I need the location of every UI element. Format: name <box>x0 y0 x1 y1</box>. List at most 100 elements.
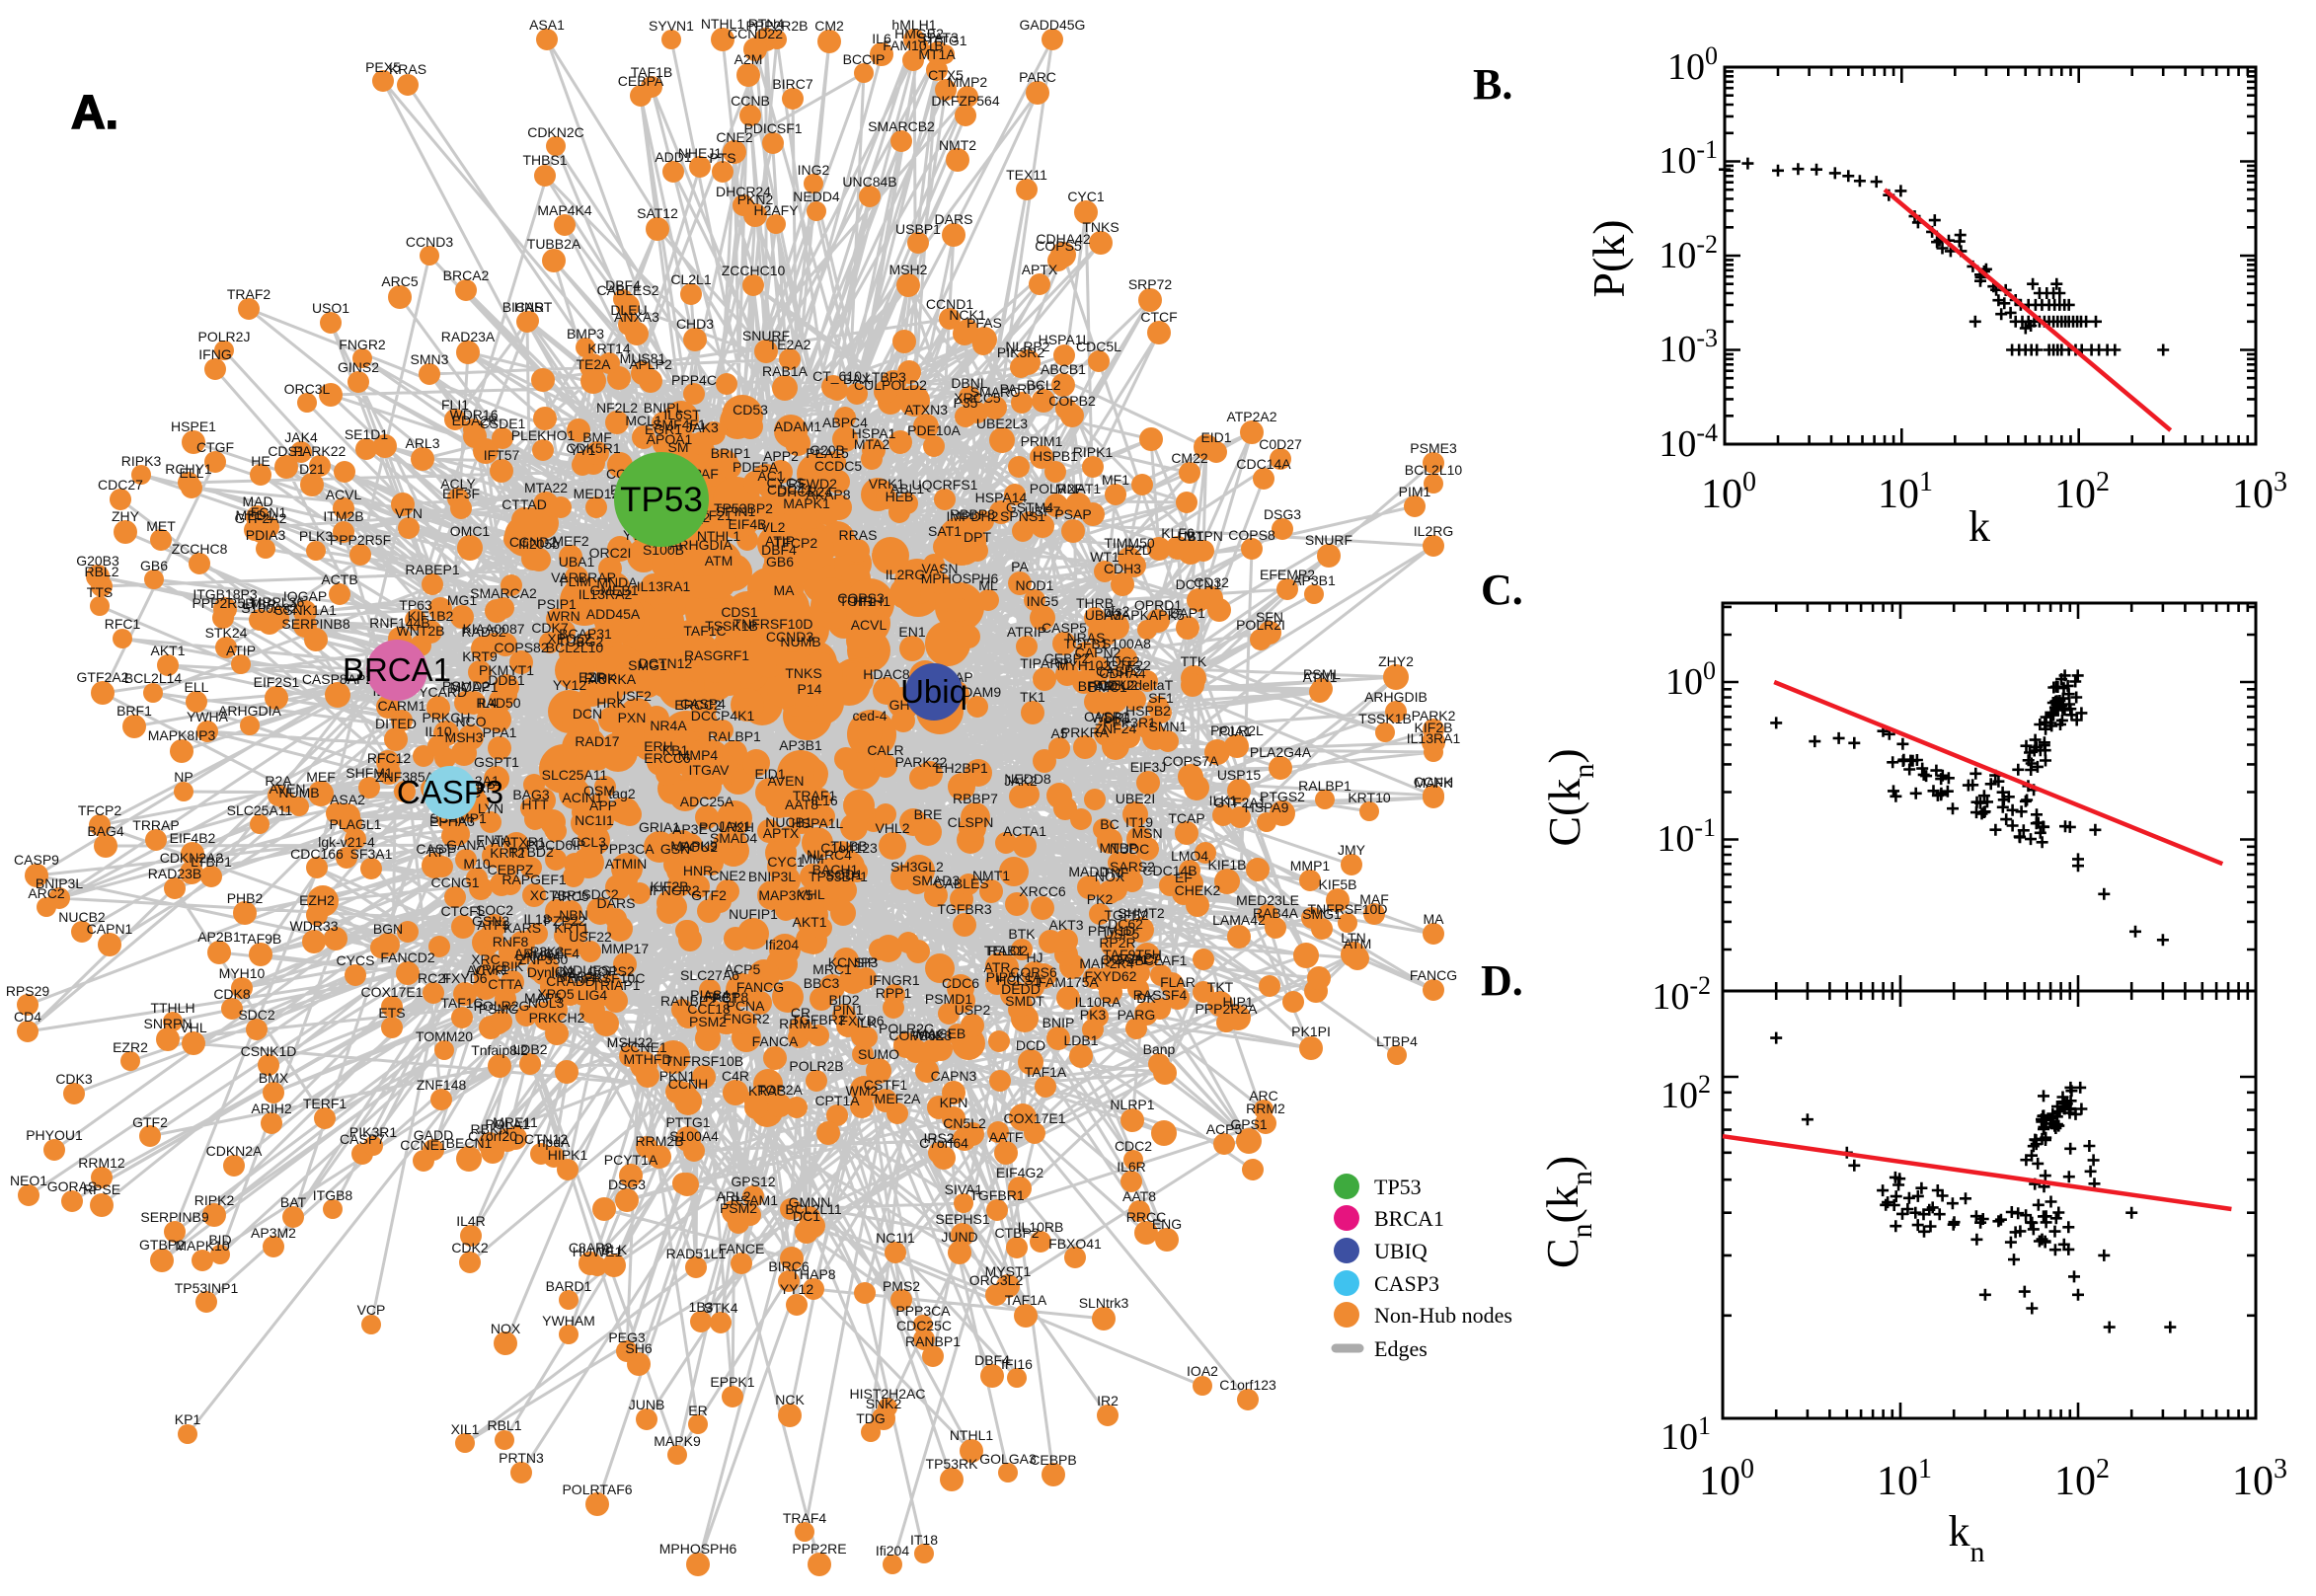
svg-text:HNR: HNR <box>683 863 713 878</box>
svg-text:PFAS: PFAS <box>966 315 1002 331</box>
svg-text:USF2: USF2 <box>616 688 652 704</box>
svg-text:XCTBP1: XCTBP1 <box>530 887 584 903</box>
svg-text:JMY: JMY <box>1338 842 1366 858</box>
svg-text:CT_610: CT_610 <box>812 368 862 384</box>
svg-text:MEF: MEF <box>306 769 336 785</box>
svg-text:ATR: ATR <box>984 959 1011 975</box>
svg-text:GPS12: GPS12 <box>731 1174 775 1189</box>
svg-text:BID2: BID2 <box>828 992 859 1008</box>
svg-text:JAK1: JAK1 <box>718 818 751 834</box>
svg-text:SNK2: SNK2 <box>866 1396 902 1411</box>
svg-text:FXYD6: FXYD6 <box>839 1013 884 1028</box>
svg-text:LR2D: LR2D <box>1117 542 1152 558</box>
svg-text:ER: ER <box>688 1403 707 1418</box>
svg-text:PPM1D: PPM1D <box>1088 923 1135 939</box>
svg-text:PIP5K1A: PIP5K1A <box>986 969 1042 985</box>
svg-text:TCAP: TCAP <box>1168 810 1204 826</box>
svg-text:RPSE: RPSE <box>83 1181 120 1197</box>
svg-text:LTN: LTN <box>1341 930 1365 946</box>
svg-text:BIRC7: BIRC7 <box>772 76 812 92</box>
svg-text:CDK5R1: CDK5R1 <box>566 440 620 456</box>
svg-text:ETS: ETS <box>378 1005 405 1021</box>
svg-text:TGFB1: TGFB1 <box>1063 636 1108 651</box>
svg-text:RASGRF1: RASGRF1 <box>684 647 749 663</box>
svg-text:CDHA42: CDHA42 <box>1036 231 1090 247</box>
svg-text:NP: NP <box>174 769 193 785</box>
svg-text:GTF2A2: GTF2A2 <box>77 669 129 685</box>
svg-text:MAFK: MAFK <box>1415 775 1454 791</box>
svg-text:IL13RA1: IL13RA1 <box>637 578 691 594</box>
svg-text:DLEU: DLEU <box>610 302 647 318</box>
svg-text:BTK: BTK <box>1008 926 1036 942</box>
svg-text:CYCS: CYCS <box>767 475 806 491</box>
svg-text:D21: D21 <box>299 461 325 477</box>
svg-text:USBP1: USBP1 <box>895 221 941 237</box>
svg-text:ARHGDIA: ARHGDIA <box>218 703 281 719</box>
svg-text:SNURF: SNURF <box>1305 532 1352 548</box>
svg-text:HTT: HTT <box>521 797 549 812</box>
svg-text:SERPINB9: SERPINB9 <box>140 1209 208 1225</box>
svg-text:MMP17: MMP17 <box>601 941 649 956</box>
svg-text:ARC2: ARC2 <box>28 885 65 901</box>
svg-text:UNC84B: UNC84B <box>842 174 896 190</box>
svg-text:BIK: BIK <box>502 958 524 974</box>
svg-text:NOD1: NOD1 <box>1016 577 1054 593</box>
svg-text:CAPN2: CAPN2 <box>1075 645 1121 660</box>
svg-text:SAT12: SAT12 <box>637 205 678 221</box>
svg-text:TTHLH: TTHLH <box>150 1000 194 1016</box>
svg-text:RAD52: RAD52 <box>461 624 505 640</box>
svg-text:C1orf123: C1orf123 <box>820 840 878 856</box>
svg-text:ZNF385A: ZNF385A <box>375 769 435 785</box>
svg-text:AP3B1: AP3B1 <box>1292 572 1336 588</box>
svg-text:PHB2: PHB2 <box>227 890 264 906</box>
svg-text:KPN: KPN <box>940 1095 968 1110</box>
svg-text:BC: BC <box>1100 816 1119 832</box>
svg-text:GADD: GADD <box>414 1127 453 1143</box>
svg-text:ATIP: ATIP <box>765 533 795 549</box>
svg-text:OSM: OSM <box>583 783 615 798</box>
svg-text:DARS: DARS <box>935 211 973 227</box>
svg-text:CCND1: CCND1 <box>926 296 973 312</box>
svg-text:TP53: TP53 <box>1374 1175 1422 1199</box>
svg-text:ORC3L: ORC3L <box>284 381 331 397</box>
svg-text:CCND3: CCND3 <box>406 234 453 250</box>
svg-text:IFT57: IFT57 <box>484 447 520 463</box>
svg-text:RTN4: RTN4 <box>748 16 785 32</box>
svg-text:RANBP1: RANBP1 <box>905 1333 961 1349</box>
svg-text:TNFRSF10D: TNFRSF10D <box>1308 901 1388 917</box>
svg-text:SPIN1: SPIN1 <box>716 503 756 519</box>
svg-text:CDC5L: CDC5L <box>1076 339 1121 354</box>
svg-text:Ifi205b: Ifi205b <box>518 536 560 552</box>
svg-text:G20B3: G20B3 <box>76 553 119 569</box>
svg-text:SDC2: SDC2 <box>238 1007 275 1023</box>
svg-text:EDA2R: EDA2R <box>452 413 499 428</box>
svg-text:TEX11: TEX11 <box>1006 167 1047 183</box>
svg-text:GTF2A2: GTF2A2 <box>235 510 287 526</box>
svg-text:MMP2: MMP2 <box>948 74 988 90</box>
svg-text:IL18: IL18 <box>523 911 550 927</box>
svg-text:RNF144B: RNF144B <box>369 615 429 631</box>
svg-text:BCCIP: BCCIP <box>843 51 886 67</box>
svg-text:NUDC: NUDC <box>1110 841 1149 857</box>
svg-text:PDIA3: PDIA3 <box>246 527 286 543</box>
svg-text:CCL18: CCL18 <box>687 1001 731 1017</box>
svg-text:COX17E1: COX17E1 <box>360 984 423 1000</box>
svg-text:PDCD6IP: PDCD6IP <box>526 837 586 853</box>
svg-text:AATF: AATF <box>989 1129 1024 1145</box>
svg-text:CAST: CAST <box>416 841 453 857</box>
svg-text:QGAP1: QGAP1 <box>1101 951 1148 967</box>
svg-text:GMEB1: GMEB1 <box>589 582 638 598</box>
svg-text:SPNS1: SPNS1 <box>1000 508 1045 524</box>
svg-text:APOA1: APOA1 <box>647 431 693 447</box>
svg-text:ERCC6: ERCC6 <box>644 750 691 766</box>
svg-text:PKN2: PKN2 <box>737 191 774 207</box>
svg-text:POLR2L: POLR2L <box>1210 722 1264 738</box>
svg-text:CDK2deltaT: CDK2deltaT <box>1098 677 1174 693</box>
svg-text:TP63: TP63 <box>399 597 432 613</box>
svg-text:PMS2: PMS2 <box>883 1278 920 1294</box>
svg-text:BNIPL: BNIPL <box>644 400 684 416</box>
svg-text:TTS: TTS <box>87 584 113 600</box>
svg-text:IL10RA: IL10RA <box>1075 994 1121 1010</box>
svg-text:PK3: PK3 <box>1080 1007 1107 1023</box>
svg-text:KIF2B: KIF2B <box>1415 720 1453 735</box>
